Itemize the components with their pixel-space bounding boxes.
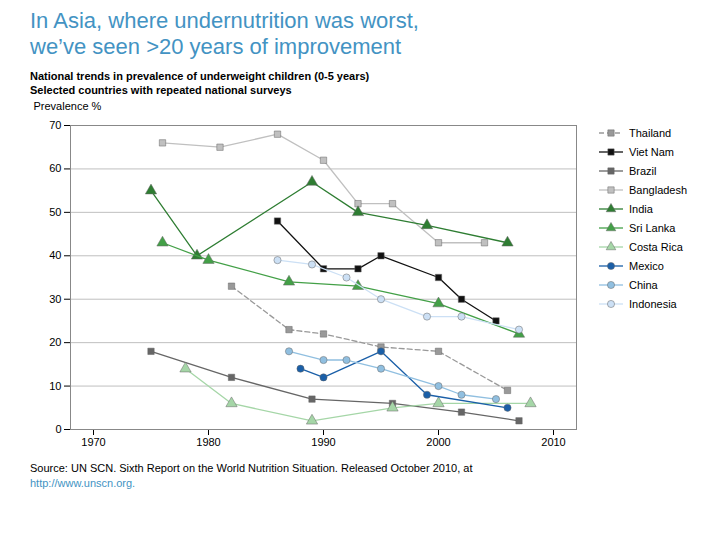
html-text:we’ve seen >20 years of improv: we’ve seen >20 years of improvement [30,34,402,60]
html-text:Costa Rica: Costa Rica [629,240,683,253]
html-text:Bangladesh: Bangladesh [629,183,688,196]
svg-text:70: 70 [49,119,61,131]
html-text:Sri Lanka: Sri Lanka [629,221,676,234]
html-text:Selected countries with repeat: Selected countries with repeated nationa… [30,84,292,97]
html-text:In Asia, where undernutrition: In Asia, where undernutrition was worst, [30,8,419,33]
svg-text:60: 60 [49,163,61,175]
html-text:Mexico: Mexico [629,259,664,272]
svg-text:1990: 1990 [311,437,335,449]
svg-text:20: 20 [49,337,61,349]
html-text:Indonesia: Indonesia [629,297,677,310]
html-text:http://www.unscn.org.: http://www.unscn.org. [30,477,136,490]
html-text:Brazil: Brazil [629,164,657,177]
html-text:Viet Nam: Viet Nam [629,145,674,158]
html-text:National trends in prevalence: National trends in prevalence of underwe… [30,69,370,82]
svg-text:30: 30 [49,293,61,305]
svg-text:Prevalence %: Prevalence % [34,101,102,113]
svg-text:2010: 2010 [541,437,565,449]
svg-text:1970: 1970 [81,437,105,449]
svg-text:10: 10 [49,380,61,392]
svg-text:1980: 1980 [196,437,220,449]
html-text:Source: UN SCN. Sixth Report o: Source: UN SCN. Sixth Report on the Worl… [30,462,473,475]
svg-text:50: 50 [49,206,61,218]
html-text:India: India [629,202,653,215]
svg-text:40: 40 [49,250,61,262]
html-text:Thailand: Thailand [629,126,672,139]
html-text:China: China [629,278,658,291]
svg-text:2000: 2000 [426,437,450,449]
svg-text:0: 0 [55,423,61,435]
